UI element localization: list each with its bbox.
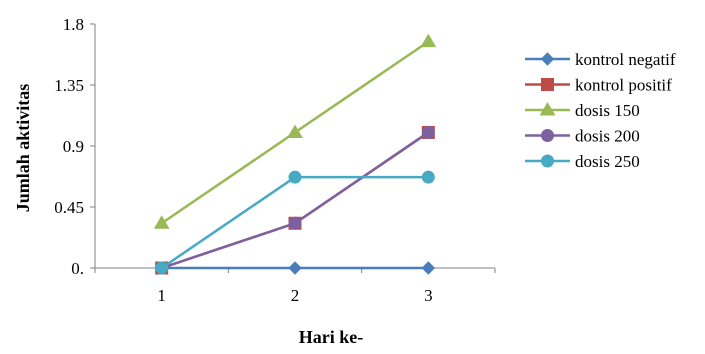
legend-marker	[540, 52, 555, 66]
y-tick-label: 0.45	[54, 198, 84, 217]
y-axis-title: Jumlah aktivitas	[13, 84, 33, 213]
axes: 0. 0.45 0.9 1.35 1.8 1 2 3	[54, 15, 496, 305]
legend-label: dosis 250	[575, 152, 640, 171]
data-point	[288, 261, 302, 275]
legend-marker	[541, 154, 554, 168]
legend-label: kontrol negatif	[575, 50, 676, 69]
legend-label: kontrol positif	[575, 76, 672, 95]
y-ticks: 0. 0.45 0.9 1.35 1.8	[54, 15, 95, 278]
legend-item: kontrol positif	[525, 76, 672, 95]
data-point	[153, 215, 170, 229]
y-tick-label: 1.8	[63, 15, 84, 34]
series-line	[161, 131, 430, 270]
series-dosis-250	[155, 170, 435, 275]
x-tick-label: 1	[157, 286, 166, 305]
data-point	[155, 261, 169, 275]
data-point	[421, 170, 435, 184]
x-axis-title: Hari ke-	[299, 327, 364, 347]
legend: kontrol negatif kontrol positif dosis 150 d…	[525, 50, 676, 171]
data-point	[420, 33, 437, 48]
legend-item: kontrol negatif	[525, 50, 676, 69]
x-tick-label: 3	[424, 286, 433, 305]
legend-label: dosis 200	[575, 127, 640, 146]
data-point	[288, 216, 302, 230]
legend-marker	[539, 102, 556, 116]
legend-item: dosis 150	[525, 101, 640, 120]
legend-item: dosis 200	[525, 127, 640, 146]
legend-label: dosis 150	[575, 101, 640, 120]
y-tick-label: 0.9	[63, 137, 84, 156]
legend-item: dosis 250	[525, 152, 640, 171]
data-point	[421, 261, 436, 275]
series-line	[161, 131, 430, 270]
y-tick-label: 1.35	[54, 76, 84, 95]
legend-marker	[541, 78, 554, 91]
data-point	[287, 124, 303, 138]
x-tick-label: 2	[291, 286, 300, 305]
data-point	[288, 170, 302, 184]
data-point	[421, 125, 435, 139]
y-tick-label: 0.	[71, 259, 84, 278]
legend-marker	[541, 129, 554, 142]
series-layer	[153, 33, 437, 275]
series-kontrol-negatif	[154, 261, 436, 275]
series-dosis-150	[153, 33, 437, 229]
